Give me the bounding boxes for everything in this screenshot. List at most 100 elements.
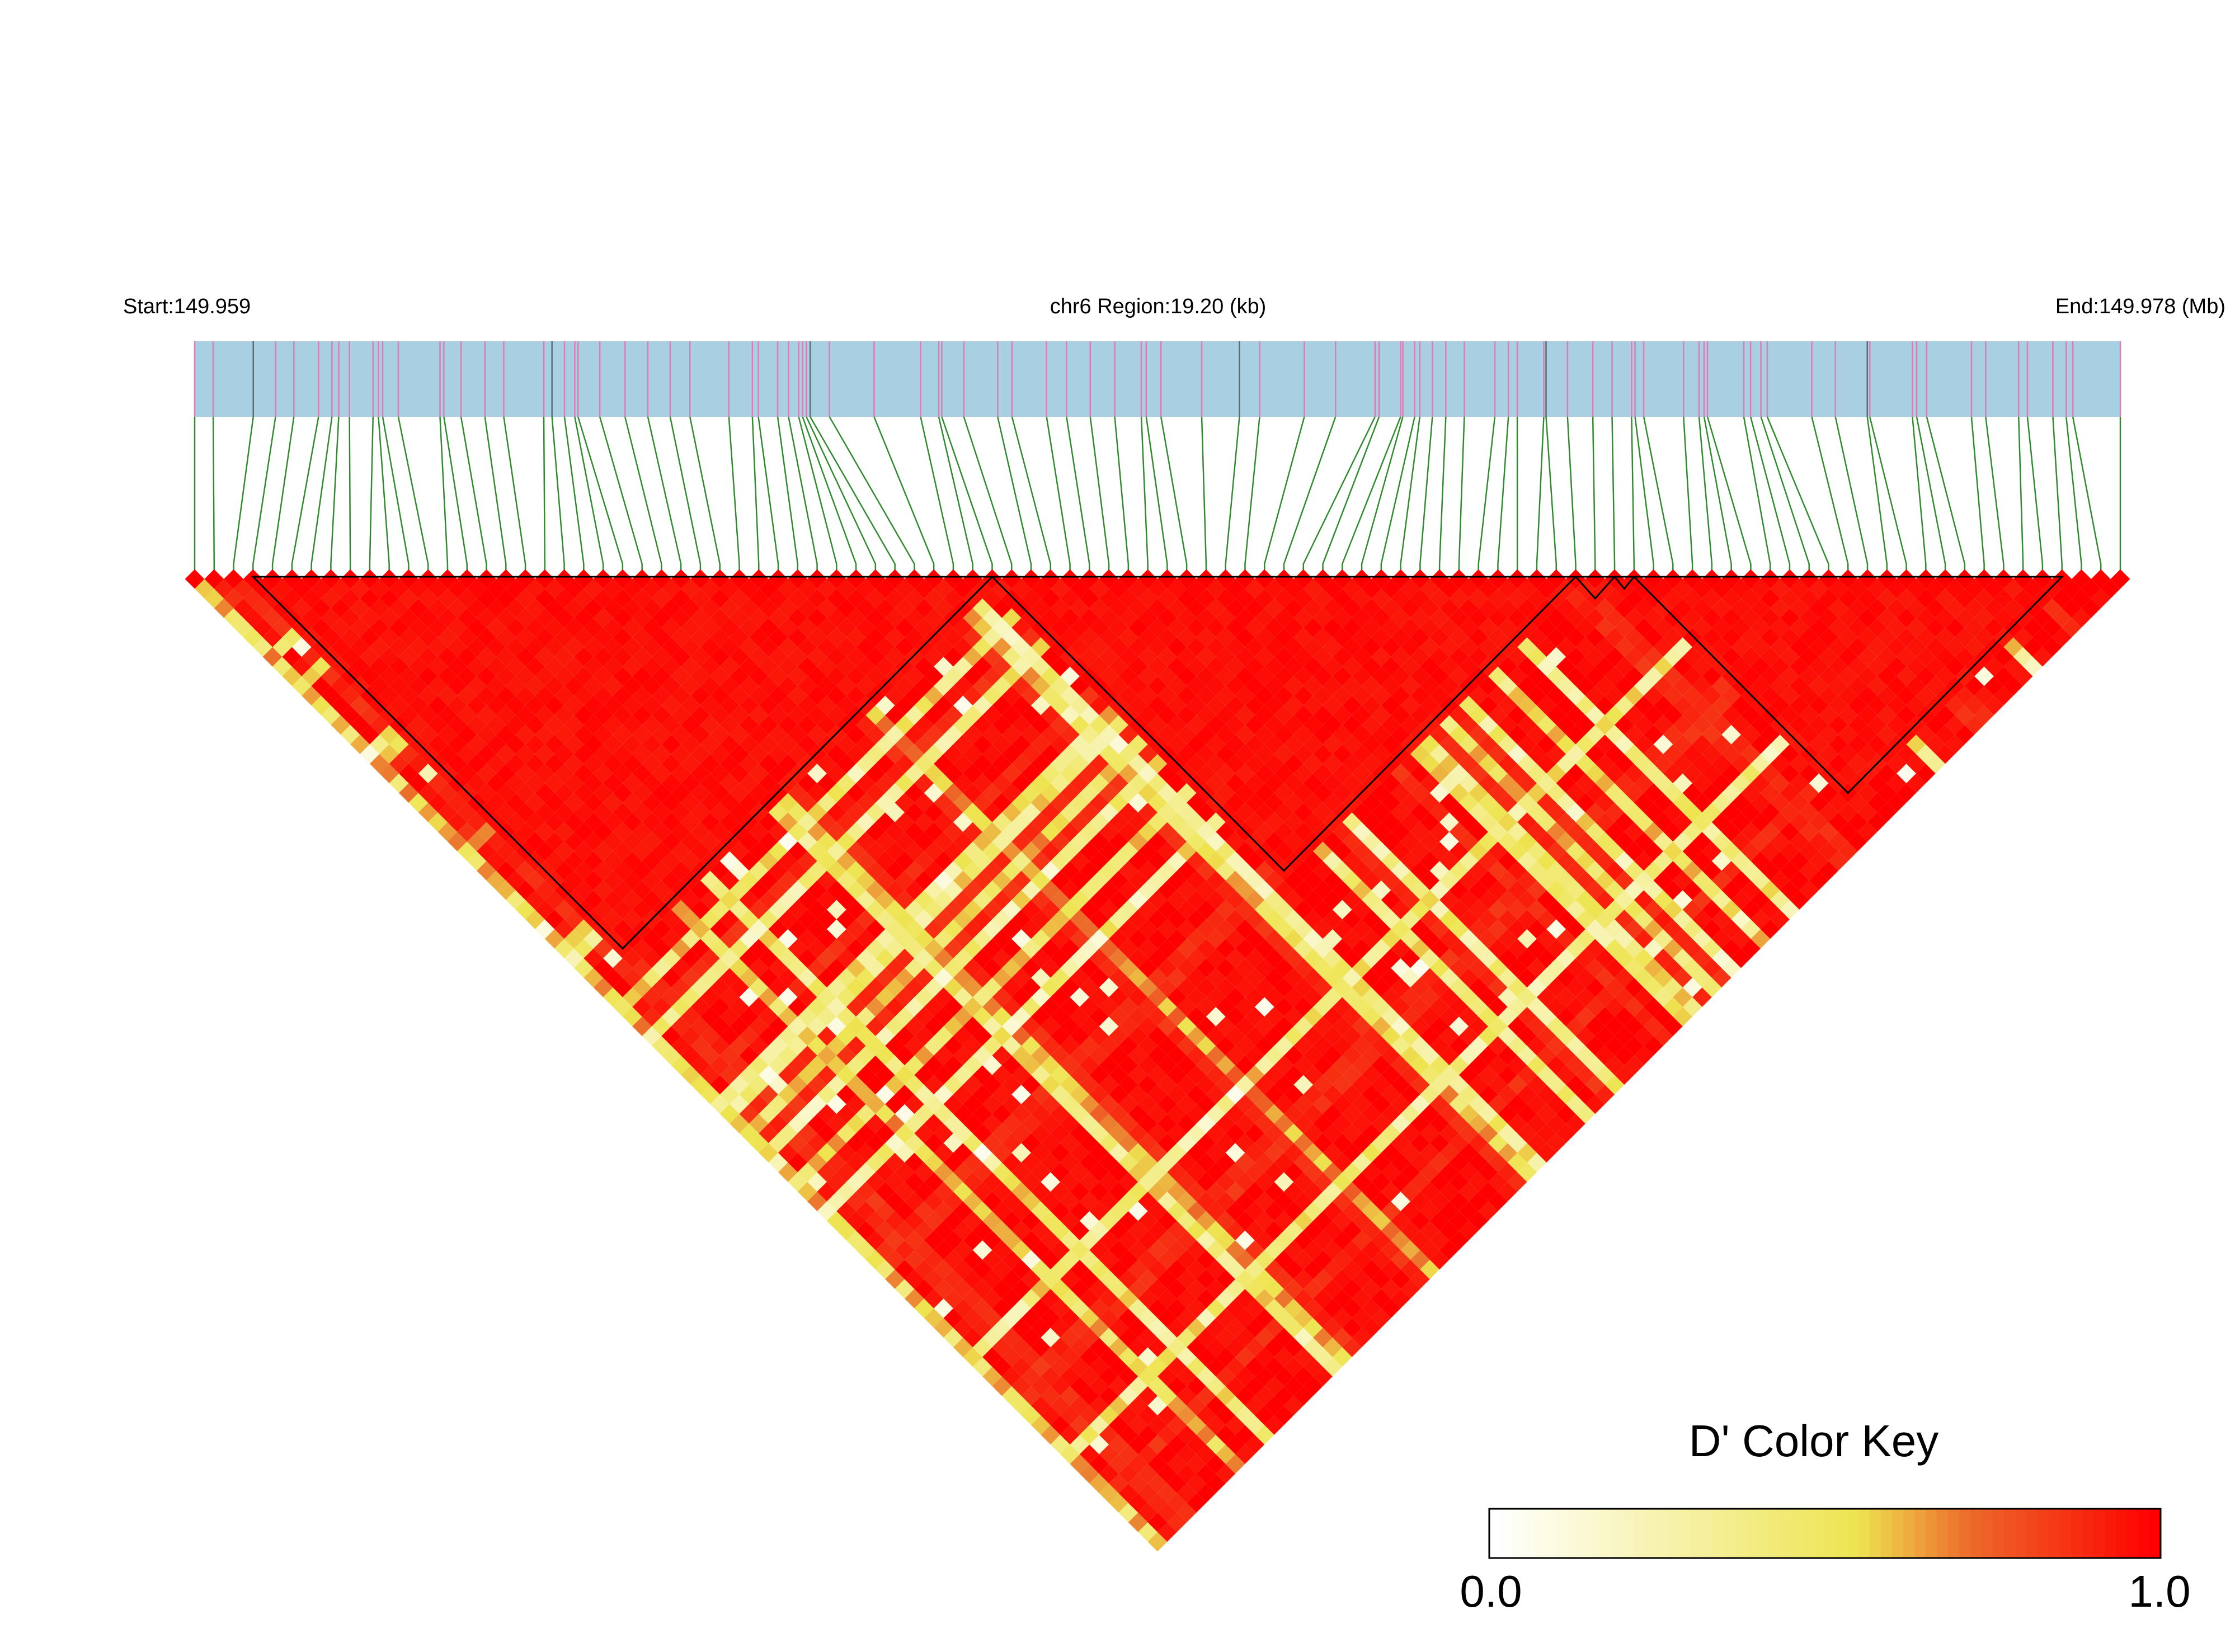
ld-cell xyxy=(486,598,506,618)
ld-cell xyxy=(282,608,302,628)
ld-cell xyxy=(1031,598,1051,618)
marker-connector-line xyxy=(1566,416,1577,571)
ld-cell xyxy=(1410,1075,1430,1095)
ld-cell xyxy=(1362,1084,1381,1104)
ld-cell xyxy=(1079,666,1099,686)
ld-cell xyxy=(573,666,594,686)
ld-cell xyxy=(1838,705,1858,725)
ld-cell xyxy=(1458,1084,1479,1104)
ld-cell xyxy=(369,735,389,754)
ld-cell xyxy=(749,822,769,842)
ld-cell xyxy=(622,851,642,871)
ld-cell xyxy=(1109,1434,1128,1455)
ld-cell xyxy=(1313,1347,1333,1367)
ld-cell xyxy=(865,744,886,764)
ld-cell xyxy=(895,1084,915,1104)
marker-connector-line xyxy=(1263,416,1305,571)
ld-cell xyxy=(865,977,886,997)
ld-cell xyxy=(1109,968,1128,988)
marker-connector-line xyxy=(1419,416,1433,571)
ld-cell xyxy=(865,997,886,1017)
marker-connector-line xyxy=(599,416,643,571)
ld-cell xyxy=(1362,1046,1381,1066)
ld-cell xyxy=(1605,997,1625,1017)
ld-cell xyxy=(963,686,983,705)
ld-cell xyxy=(1536,1143,1556,1163)
ld-cell xyxy=(934,1046,953,1066)
ld-cell xyxy=(1760,919,1780,939)
ld-cell xyxy=(865,841,886,862)
ld-cell xyxy=(846,997,866,1017)
ld-cell xyxy=(768,1075,788,1095)
ld-cell xyxy=(914,1279,934,1299)
ld-cell xyxy=(1216,1405,1236,1425)
ld-cell xyxy=(982,1075,1002,1095)
ld-cell xyxy=(1079,1425,1099,1445)
ld-cell xyxy=(1789,676,1809,696)
ld-cell xyxy=(1216,958,1236,978)
ld-cell xyxy=(544,831,564,851)
ld-cell xyxy=(1031,1065,1051,1085)
ld-cell xyxy=(331,676,351,696)
ld-cell xyxy=(1031,910,1051,929)
ld-cell xyxy=(895,695,915,716)
ld-cell xyxy=(1079,900,1099,920)
ld-cell xyxy=(496,666,516,686)
ld-cell xyxy=(1109,831,1128,851)
ld-cell xyxy=(1216,861,1236,881)
ld-cell xyxy=(1167,1201,1187,1221)
ld-cell xyxy=(914,1104,934,1124)
ld-cell xyxy=(1362,1006,1381,1027)
ld-cell xyxy=(817,695,837,716)
ld-cell xyxy=(982,1289,1002,1309)
ld-cell xyxy=(1556,695,1576,716)
ld-cell xyxy=(1109,1123,1128,1143)
ld-cell xyxy=(1167,1006,1187,1027)
marker-connector-line xyxy=(1114,416,1130,571)
ld-cell xyxy=(719,890,740,910)
ld-cell xyxy=(895,812,915,832)
ld-cell xyxy=(467,831,487,851)
ld-cell xyxy=(554,744,574,764)
ld-cell xyxy=(1060,705,1080,725)
ld-cell xyxy=(963,1289,983,1309)
ld-cell xyxy=(1011,754,1032,774)
ld-cell xyxy=(817,773,837,793)
ld-cell xyxy=(652,764,671,784)
ld-cell xyxy=(418,705,438,725)
ld-cell xyxy=(1507,1055,1527,1075)
ld-cell xyxy=(1605,724,1625,745)
ld-cell xyxy=(573,608,594,628)
marker-connector-line xyxy=(1160,416,1188,571)
ld-cell xyxy=(1031,793,1051,813)
ld-cell xyxy=(1362,735,1381,754)
ld-cell xyxy=(1838,841,1858,862)
ld-cell xyxy=(477,783,496,803)
ld-cell xyxy=(1264,1337,1284,1357)
ld-cell xyxy=(1692,948,1712,968)
ld-cell xyxy=(982,1269,1002,1289)
ld-cell xyxy=(1362,1240,1381,1260)
ld-cell xyxy=(1128,793,1148,813)
ld-cell xyxy=(1556,773,1576,793)
ld-cell xyxy=(428,637,448,657)
ld-cell xyxy=(1362,948,1381,968)
ld-cell xyxy=(1109,910,1128,929)
ld-cell xyxy=(865,589,886,609)
ld-cell xyxy=(1692,637,1712,657)
ld-cell xyxy=(535,627,555,647)
ld-cell xyxy=(934,948,953,968)
ld-cell xyxy=(1362,1298,1381,1319)
ld-cell xyxy=(1167,948,1187,968)
ld-cell xyxy=(700,1026,720,1046)
ld-cell xyxy=(797,715,817,735)
ld-cell xyxy=(719,1046,740,1066)
ld-cell xyxy=(573,647,594,667)
ld-cell xyxy=(389,618,409,638)
ld-cell xyxy=(369,695,389,716)
ld-cell xyxy=(1458,1221,1479,1241)
ld-cell xyxy=(437,783,458,803)
ld-cell xyxy=(486,715,506,735)
ld-cell xyxy=(768,861,788,881)
ld-cell xyxy=(817,715,837,735)
